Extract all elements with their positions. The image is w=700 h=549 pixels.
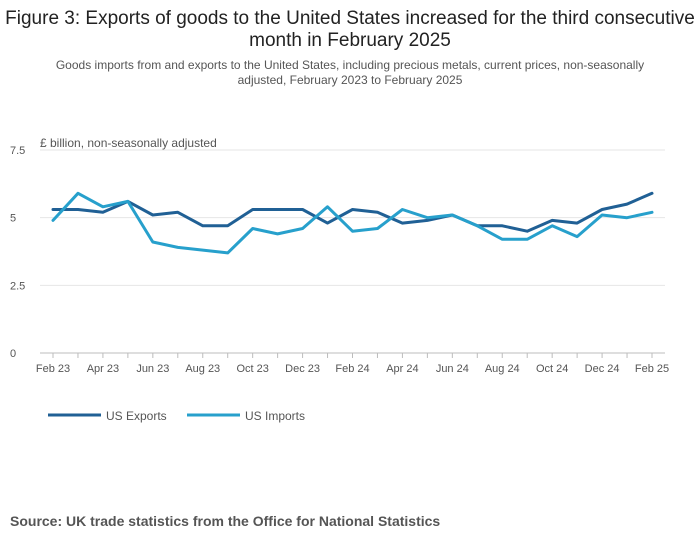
legend-label-us-imports: US Imports [245,409,305,423]
x-tick-label: Dec 23 [285,363,320,375]
series-lines [51,191,654,255]
y-tick-label: 7.5 [10,145,25,157]
x-tick-label: Jun 24 [436,363,469,375]
y-tick-label: 2.5 [10,280,25,292]
x-tick-label: Dec 24 [585,363,620,375]
x-tick-label: Feb 24 [335,363,369,375]
legend-label-us-exports: US Exports [106,409,167,423]
x-tick-label: Feb 25 [635,363,669,375]
x-tick-label: Aug 23 [185,363,220,375]
chart-subtitle: Goods imports from and exports to the Un… [55,58,645,87]
x-tick-label: Jun 23 [136,363,169,375]
y-axis-label: £ billion, non-seasonally adjusted [40,136,217,150]
us-exports-line [51,191,654,233]
x-tick-label: Feb 23 [36,363,70,375]
x-tick-label: Aug 24 [485,363,520,375]
legend: US Exports US Imports [48,409,305,423]
us-imports-line [51,191,654,255]
source-note: Source: UK trade statistics from the Off… [10,513,441,529]
x-tick-label: Apr 23 [87,363,119,375]
y-tick-label: 0 [10,348,16,360]
y-tick-label: 5 [10,213,16,225]
gridlines: 0 2.5 5 7.5 [10,145,665,360]
x-tick-label: Oct 24 [536,363,568,375]
x-tick-label: Oct 23 [236,363,268,375]
x-tick-label: Apr 24 [386,363,418,375]
x-axis: Feb 23 Apr 23 Jun 23 Aug 23 Oct 23 Dec 23 Feb … [36,353,669,375]
chart-title: Figure 3: Exports of goods to the United… [5,8,695,51]
